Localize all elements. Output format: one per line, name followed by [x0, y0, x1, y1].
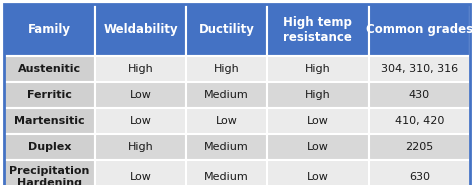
Text: Austenitic: Austenitic: [18, 64, 81, 74]
Text: 630: 630: [409, 172, 430, 182]
Bar: [95, 160, 186, 185]
Bar: [4, 4, 95, 56]
Bar: [186, 56, 267, 82]
Bar: [95, 134, 186, 160]
Text: Low: Low: [130, 172, 152, 182]
Text: High temp
resistance: High temp resistance: [283, 16, 352, 44]
Text: Low: Low: [307, 172, 328, 182]
Text: Ferritic: Ferritic: [27, 90, 72, 100]
Bar: [368, 82, 470, 108]
Text: Martensitic: Martensitic: [14, 116, 85, 126]
Text: Low: Low: [130, 90, 152, 100]
Bar: [186, 134, 267, 160]
Text: Duplex: Duplex: [28, 142, 71, 152]
Text: Low: Low: [307, 142, 328, 152]
Bar: [4, 82, 95, 108]
Bar: [267, 56, 368, 82]
Bar: [267, 160, 368, 185]
Text: Common grades: Common grades: [366, 23, 473, 36]
Text: High: High: [305, 90, 331, 100]
Bar: [368, 4, 470, 56]
Bar: [95, 82, 186, 108]
Bar: [368, 56, 470, 82]
Bar: [95, 4, 186, 56]
Bar: [4, 134, 95, 160]
Bar: [368, 160, 470, 185]
Bar: [267, 108, 368, 134]
Text: Medium: Medium: [204, 172, 249, 182]
Text: Low: Low: [307, 116, 328, 126]
Text: 304, 310, 316: 304, 310, 316: [381, 64, 458, 74]
Bar: [267, 4, 368, 56]
Bar: [186, 82, 267, 108]
Bar: [4, 108, 95, 134]
Bar: [267, 134, 368, 160]
Text: High: High: [128, 142, 154, 152]
Text: 430: 430: [409, 90, 430, 100]
Bar: [368, 108, 470, 134]
Text: Precipitation
Hardening: Precipitation Hardening: [9, 166, 90, 185]
Bar: [368, 134, 470, 160]
Bar: [4, 56, 95, 82]
Text: 2205: 2205: [405, 142, 433, 152]
Bar: [186, 4, 267, 56]
Bar: [186, 108, 267, 134]
Text: Low: Low: [216, 116, 237, 126]
Text: High: High: [128, 64, 154, 74]
Text: High: High: [214, 64, 239, 74]
Text: Ductility: Ductility: [199, 23, 255, 36]
Text: Medium: Medium: [204, 90, 249, 100]
Bar: [4, 160, 95, 185]
Text: High: High: [305, 64, 331, 74]
Bar: [95, 56, 186, 82]
Text: Family: Family: [28, 23, 71, 36]
Bar: [267, 82, 368, 108]
Bar: [186, 160, 267, 185]
Text: Weldability: Weldability: [103, 23, 178, 36]
Text: Medium: Medium: [204, 142, 249, 152]
Text: Low: Low: [130, 116, 152, 126]
Bar: [95, 108, 186, 134]
Text: 410, 420: 410, 420: [394, 116, 444, 126]
